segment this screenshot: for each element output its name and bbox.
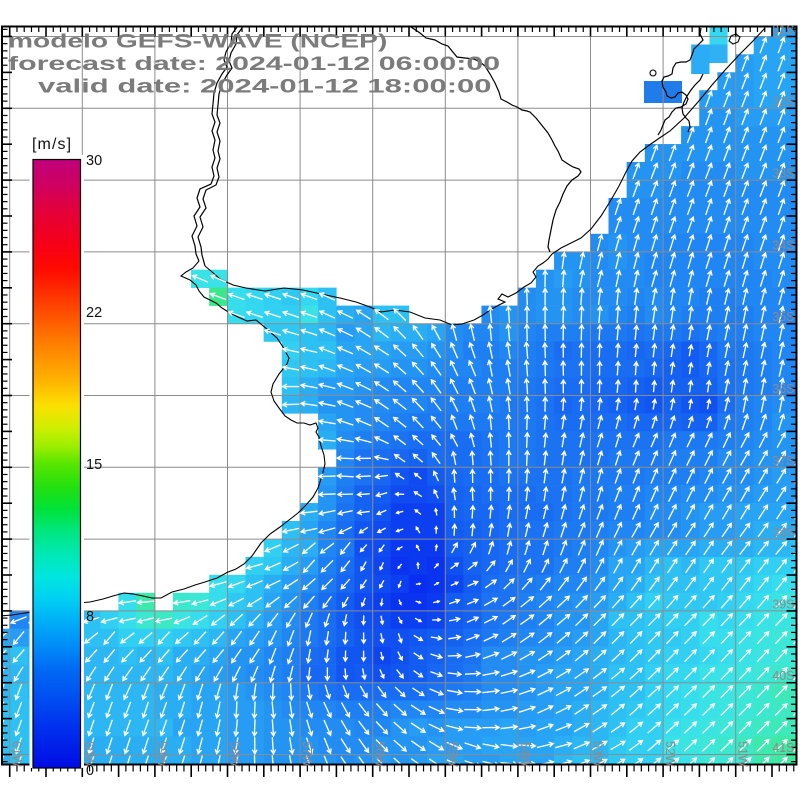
svg-text:31S: 31S: [772, 23, 794, 37]
svg-text:59W: 59W: [155, 741, 169, 767]
svg-text:51W: 51W: [736, 741, 750, 767]
svg-text:61W: 61W: [10, 741, 24, 767]
svg-text:54W: 54W: [518, 741, 532, 767]
svg-text:56W: 56W: [373, 741, 387, 767]
svg-text:33S: 33S: [772, 167, 794, 181]
svg-text:8: 8: [86, 609, 94, 625]
svg-text:53W: 53W: [591, 741, 605, 767]
svg-text:55W: 55W: [445, 741, 459, 767]
svg-text:36S: 36S: [772, 382, 794, 396]
svg-text:57W: 57W: [300, 741, 314, 767]
svg-text:39S: 39S: [772, 597, 794, 611]
svg-text:22: 22: [86, 305, 102, 321]
svg-text:37S: 37S: [772, 454, 794, 468]
svg-text:15: 15: [86, 457, 102, 473]
svg-text:38S: 38S: [772, 526, 794, 540]
svg-text:35S: 35S: [772, 310, 794, 324]
svg-text:forecast date: 2024-01-12 06:0: forecast date: 2024-01-12 06:00:00: [8, 53, 500, 74]
svg-text:modelo GEFS-WAVE (NCEP): modelo GEFS-WAVE (NCEP): [8, 31, 387, 52]
svg-text:valid date: 2024-01-12 18:00:0: valid date: 2024-01-12 18:00:00: [38, 76, 492, 97]
svg-text:30: 30: [86, 153, 102, 169]
svg-text:58W: 58W: [228, 741, 242, 767]
svg-text:32S: 32S: [772, 95, 794, 109]
svg-text:52W: 52W: [663, 741, 677, 767]
svg-text:34S: 34S: [772, 238, 794, 252]
svg-text:40S: 40S: [772, 669, 794, 683]
svg-text:41S: 41S: [772, 741, 794, 755]
svg-text:0: 0: [86, 763, 94, 779]
svg-text:[m/s]: [m/s]: [32, 136, 72, 153]
